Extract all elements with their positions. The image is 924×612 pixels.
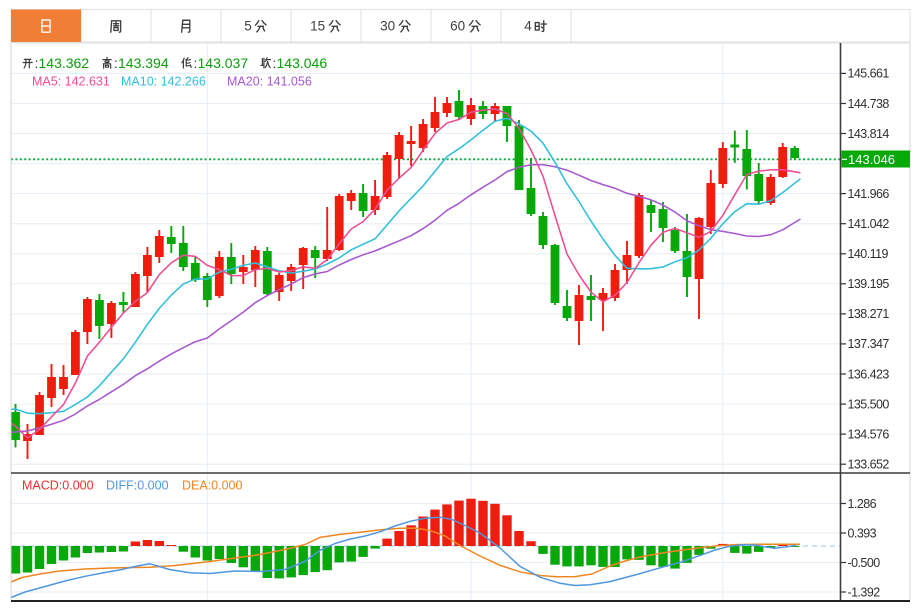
- svg-text:141.966: 141.966: [848, 187, 890, 201]
- svg-text:135.500: 135.500: [848, 397, 890, 411]
- svg-text:MACD:0.000: MACD:0.000: [22, 479, 94, 493]
- svg-text:141.042: 141.042: [848, 217, 890, 231]
- svg-text:134.576: 134.576: [848, 427, 890, 441]
- svg-text:0.393: 0.393: [848, 526, 877, 540]
- svg-text:138.271: 138.271: [848, 307, 890, 321]
- svg-text:136.423: 136.423: [848, 367, 890, 381]
- svg-text:1.286: 1.286: [848, 497, 877, 511]
- svg-text:143.046: 143.046: [277, 55, 328, 71]
- svg-text:DIFF:0.000: DIFF:0.000: [106, 479, 169, 493]
- svg-text:143.394: 143.394: [118, 55, 169, 71]
- svg-text::: :: [114, 55, 118, 71]
- svg-text:139.195: 139.195: [848, 277, 890, 291]
- svg-text:-1.392: -1.392: [848, 585, 881, 599]
- svg-text:MA5: 142.631: MA5: 142.631: [32, 75, 110, 89]
- svg-text::: :: [194, 55, 198, 71]
- svg-text:143.362: 143.362: [39, 55, 90, 71]
- svg-text:60: 60: [450, 18, 465, 33]
- svg-text:4: 4: [524, 18, 532, 33]
- svg-text:-0.500: -0.500: [848, 556, 881, 570]
- svg-text:MA10: 142.266: MA10: 142.266: [121, 75, 206, 89]
- svg-text:143.046: 143.046: [848, 152, 895, 167]
- svg-text:143.037: 143.037: [198, 55, 249, 71]
- svg-text::: :: [273, 55, 277, 71]
- svg-text:137.347: 137.347: [848, 337, 890, 351]
- svg-text:144.738: 144.738: [848, 97, 890, 111]
- svg-text:133.652: 133.652: [848, 458, 890, 472]
- svg-text::: :: [35, 55, 39, 71]
- svg-text:143.814: 143.814: [848, 127, 890, 141]
- svg-text:15: 15: [310, 18, 325, 33]
- svg-text:5: 5: [244, 18, 252, 33]
- svg-text:DEA:0.000: DEA:0.000: [182, 479, 243, 493]
- svg-text:MA20: 141.056: MA20: 141.056: [227, 75, 312, 89]
- svg-text:145.661: 145.661: [848, 67, 890, 81]
- svg-text:140.119: 140.119: [848, 247, 889, 261]
- svg-text:30: 30: [380, 18, 395, 33]
